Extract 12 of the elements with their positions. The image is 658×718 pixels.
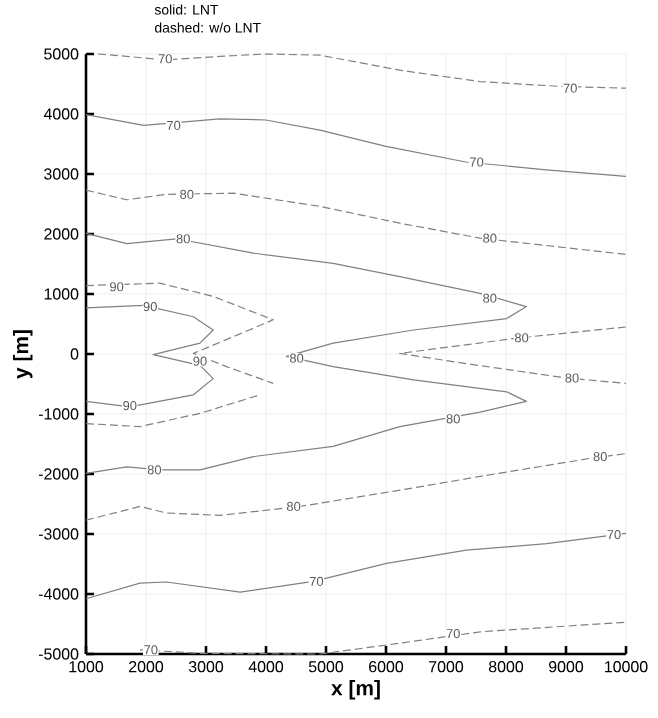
line-series (85, 189, 627, 255)
line-series (85, 452, 627, 521)
line-series (85, 532, 627, 600)
x-axis-title: x [m] (331, 680, 380, 700)
line-series (85, 232, 527, 474)
y-axis-title: y [m] (12, 330, 33, 379)
line-series (399, 326, 627, 384)
line-series (85, 113, 627, 177)
line-series (139, 621, 627, 655)
line-series (97, 53, 627, 89)
line-series (85, 394, 261, 428)
line-series (85, 282, 274, 384)
